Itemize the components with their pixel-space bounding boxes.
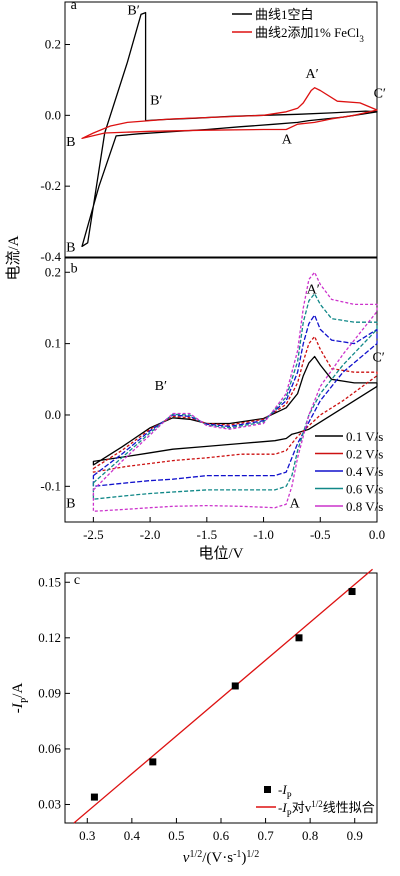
panel-b-annotation: B′	[155, 379, 167, 394]
panel-a-ytick-label: 0.0	[45, 107, 61, 122]
panel-c-xtick-label: 0.9	[347, 828, 363, 843]
panel-b-ytick-label: 0.2	[45, 264, 61, 279]
panel-c-xtick-label: 0.6	[213, 828, 230, 843]
panel-a-annotation: B	[66, 135, 75, 150]
panel-c-ytick-label: 0.03	[38, 796, 61, 811]
panel-c-data-point	[231, 682, 239, 690]
panel-a-annotation: B′	[150, 94, 162, 109]
panel-b-legend-label: 0.8 V/s	[346, 499, 383, 514]
shared-y-axis-label: 电流/A	[5, 235, 22, 280]
panel-c-xtick-label: 0.7	[257, 828, 274, 843]
panel-b: -0.1 0.0 0.1 0.2 -2.5 -2.0 -1.5 -1.0 -0.5 0.0 电位/V…	[40, 257, 385, 562]
c-xlabel-part: v	[183, 850, 190, 866]
legend-c-text: 线性拟合	[323, 800, 375, 815]
panel-b-xtick-label: -2.5	[83, 527, 104, 542]
panel-a-ytick-label: -0.2	[40, 178, 61, 193]
panel-c-ytick-label: 0.12	[38, 630, 61, 645]
panel-c: 0.03 0.06 0.09 0.12 0.15 0.3 0.4 0.5 0.6 0.7 0.8 0.…	[10, 568, 378, 867]
panel-c-data-point	[295, 634, 303, 642]
c-ylabel-part: /A	[10, 683, 26, 698]
panel-b-series-04	[92, 314, 378, 487]
panel-b-annotation: A′	[307, 283, 320, 298]
panel-b-series-01	[92, 355, 378, 466]
c-xlabel-sup: -1	[233, 849, 241, 860]
panel-b-xtick-label: -2.0	[140, 527, 161, 542]
panel-b-x-axis-label: 电位/V	[198, 545, 243, 562]
panel-b-xtick-label: -1.5	[197, 527, 218, 542]
panel-b-series-06	[92, 293, 378, 500]
panel-a-ytick-label: -0.4	[40, 249, 61, 264]
panel-b-xtick-label: -0.5	[310, 527, 331, 542]
panel-b-annotation: A	[290, 497, 301, 512]
panel-b-series-08	[92, 271, 378, 512]
panel-a-annotation: B	[66, 241, 75, 256]
panel-a-legend-label: 曲线2添加1% FeCl3	[255, 25, 364, 44]
legend-c-text: 对v	[292, 800, 312, 815]
c-ylabel-part: -I	[10, 702, 26, 713]
panel-b-ytick-label: 0.0	[45, 407, 61, 422]
panel-b-legend-label: 0.4 V/s	[346, 464, 383, 479]
legend-a-text: 曲线1空白	[255, 7, 314, 22]
panel-b-series-02	[92, 335, 378, 473]
panel-c-x-axis-label: v1/2/(V·s-1)1/2	[183, 849, 259, 867]
panel-b-legend-label: 0.1 V/s	[346, 429, 383, 444]
panel-b-xtick-label: -1.0	[253, 527, 274, 542]
panel-c-legend-line-label: -IP对v1/2线性拟合	[278, 799, 375, 819]
legend-c-superscript: 1/2	[311, 799, 323, 809]
panel-c-data-point	[149, 758, 157, 766]
c-ylabel-sub: P	[20, 697, 31, 703]
panel-b-annotation: C′	[372, 350, 384, 365]
panel-c-ytick-label: 0.15	[38, 574, 61, 589]
c-xlabel-part: )	[241, 850, 246, 866]
panel-a-series-2	[81, 87, 378, 140]
panel-b-xtick-label: 0.0	[369, 527, 385, 542]
panel-c-legend-point-swatch	[264, 786, 271, 793]
panel-b-annotation: b	[71, 261, 78, 276]
legend-a-subscript: 3	[359, 34, 364, 44]
panel-b-frame	[64, 257, 378, 523]
panel-b-legend-label: 0.6 V/s	[346, 482, 383, 497]
panel-b-ytick-label: -0.1	[40, 478, 61, 493]
panel-a-legend-label: 曲线1空白	[255, 7, 314, 22]
panel-c-xtick-label: 0.5	[168, 828, 184, 843]
panel-c-ytick-label: 0.09	[38, 685, 61, 700]
c-xlabel-part: /(V·s	[202, 850, 233, 866]
legend-c-text: -I	[278, 800, 287, 815]
legend-c-subscript: P	[287, 791, 292, 801]
panel-c-y-axis-label: -IP/A	[10, 683, 31, 714]
legend-a-text: 曲线2添加1% FeCl	[255, 25, 360, 40]
panel-a-annotation: A′	[306, 67, 319, 82]
panel-a-ytick-label: 0.2	[45, 37, 61, 52]
panel-b-ytick-label: 0.1	[45, 336, 61, 351]
legend-c-subscript: P	[287, 809, 292, 819]
panel-c-legend-point-label: -IP	[278, 782, 292, 801]
panel-c-xtick-label: 0.4	[124, 828, 141, 843]
panel-c-xtick-label: 0.8	[302, 828, 318, 843]
panel-a-frame	[64, 1, 378, 258]
panel-c-fit-line	[73, 568, 373, 824]
panel-c-ytick-label: 0.06	[38, 741, 61, 756]
panel-a-annotation: B′	[127, 3, 139, 18]
panel-a-annotation: C′	[374, 87, 386, 102]
panel-c-data-point	[348, 588, 356, 596]
panel-b-annotation: B	[66, 497, 75, 512]
panel-b-legend-label: 0.2 V/s	[346, 447, 383, 462]
panel-c-annotation: c	[74, 573, 80, 588]
c-xlabel-sup: 1/2	[246, 849, 259, 860]
legend-c-text: -I	[278, 782, 287, 797]
panel-a-annotation: A	[282, 133, 293, 148]
panel-c-data-point	[90, 793, 98, 801]
panel-a-annotation: a	[71, 0, 78, 13]
c-xlabel-sup: 1/2	[189, 849, 202, 860]
panel-c-xtick-label: 0.3	[79, 828, 95, 843]
